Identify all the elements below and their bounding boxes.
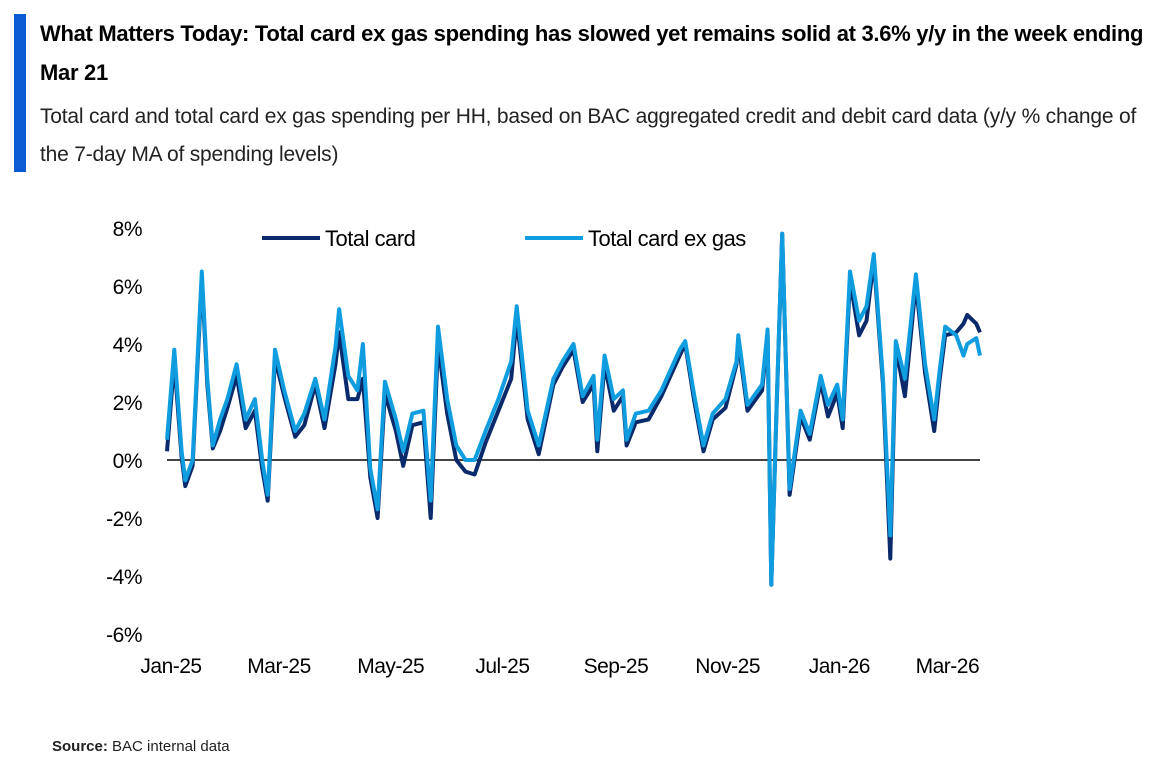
x-tick-label: Jan-25 bbox=[140, 655, 201, 678]
source-text: BAC internal data bbox=[112, 738, 230, 755]
source-label: Source: bbox=[52, 738, 108, 755]
chart-subtitle: Total card and total card ex gas spendin… bbox=[40, 105, 1137, 166]
x-tick-label: Jul-25 bbox=[475, 655, 529, 678]
source-note: Source: BAC internal data bbox=[52, 738, 230, 755]
series-line-total-card-ex-gas bbox=[165, 231, 982, 587]
y-tick-label: 6% bbox=[113, 276, 142, 299]
title-accent-bar bbox=[14, 14, 26, 172]
x-tick-label: May-25 bbox=[357, 655, 424, 678]
y-tick-label: -6% bbox=[106, 624, 142, 647]
y-tick-label: 8% bbox=[113, 218, 142, 241]
x-tick-label: Jan-26 bbox=[809, 655, 870, 678]
y-tick-label: 0% bbox=[113, 450, 142, 473]
x-tick-label: Mar-26 bbox=[916, 655, 980, 678]
y-tick-label: 4% bbox=[113, 334, 142, 357]
x-tick-label: Nov-25 bbox=[695, 655, 760, 678]
y-tick-label: -4% bbox=[106, 566, 142, 589]
legend: Total card Total card ex gas bbox=[262, 226, 747, 251]
series-lines bbox=[165, 231, 982, 587]
x-tick-label: Mar-25 bbox=[247, 655, 311, 678]
x-tick-label: Sep-25 bbox=[584, 655, 649, 678]
y-axis-ticks: 8% 6% 4% 2% 0% -2% -4% -6% bbox=[106, 218, 142, 647]
legend-label: Total card bbox=[325, 226, 415, 251]
legend-label: Total card ex gas bbox=[588, 226, 746, 251]
chart-title: What Matters Today: Total card ex gas sp… bbox=[40, 21, 1144, 85]
y-tick-label: -2% bbox=[106, 508, 142, 531]
x-axis-ticks: Jan-25 Mar-25 May-25 Jul-25 Sep-25 Nov-25 Jan-… bbox=[140, 655, 979, 678]
y-tick-label: 2% bbox=[113, 392, 142, 415]
